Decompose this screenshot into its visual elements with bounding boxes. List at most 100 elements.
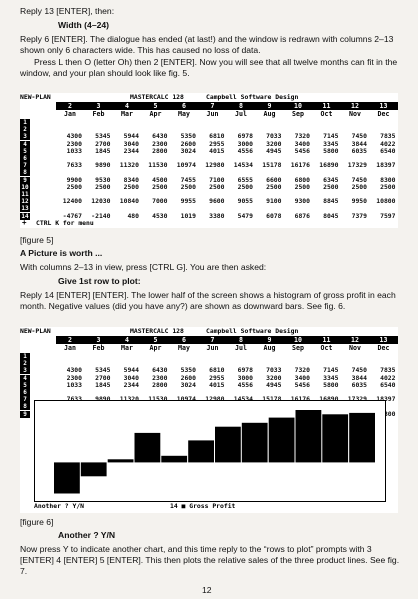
table-cell[interactable]: 3024 <box>180 380 196 389</box>
table-cell[interactable]: 7597 <box>380 211 396 220</box>
table-cell[interactable]: 11320 <box>119 161 139 170</box>
table-cell[interactable]: 6430 <box>152 132 168 141</box>
table-cell[interactable]: -2140 <box>91 211 111 220</box>
table-cell[interactable]: 10974 <box>168 396 196 403</box>
table-cell[interactable]: 4556 <box>237 380 253 389</box>
table-cell[interactable]: 7000 <box>152 197 168 206</box>
table-cell[interactable]: 2300 <box>66 373 82 382</box>
table-cell[interactable]: 18397 <box>376 161 396 170</box>
table-cell[interactable]: 5456 <box>294 380 310 389</box>
table-cell[interactable]: 7835 <box>380 132 396 141</box>
table-cell[interactable]: 15178 <box>262 161 282 170</box>
table-cell[interactable]: 4530 <box>152 211 168 220</box>
table-cell[interactable]: 480 <box>127 211 139 220</box>
table-cell[interactable]: 2500 <box>209 182 225 191</box>
table-cell[interactable]: 8300 <box>380 175 396 184</box>
table-cell[interactable]: 2955 <box>209 139 225 148</box>
table-cell[interactable]: 5800 <box>323 380 339 389</box>
table-cell[interactable]: 4945 <box>266 380 282 389</box>
table-cell[interactable]: 2700 <box>95 139 111 148</box>
table-cell[interactable]: 4500 <box>152 175 168 184</box>
table-cell[interactable]: 5350 <box>180 132 196 141</box>
table-cell[interactable]: 2500 <box>180 182 196 191</box>
table-cell[interactable]: 16176 <box>282 396 310 403</box>
table-cell[interactable]: 3200 <box>266 139 282 148</box>
table-cell[interactable]: 18397 <box>368 396 395 403</box>
table-cell[interactable]: 3024 <box>180 146 196 155</box>
table-cell[interactable]: 12980 <box>197 396 224 403</box>
table-cell[interactable]: 5345 <box>95 132 111 141</box>
table-cell[interactable]: 2344 <box>123 146 139 155</box>
table-cell[interactable]: 17329 <box>347 161 367 170</box>
table-cell[interactable]: 7100 <box>209 175 225 184</box>
table-cell[interactable]: 4015 <box>209 380 225 389</box>
table-cell[interactable]: 2500 <box>237 182 253 191</box>
table-cell[interactable]: 16890 <box>311 396 338 403</box>
table-cell[interactable]: 16890 <box>319 161 339 170</box>
table-cell[interactable]: 2300 <box>66 139 82 148</box>
table-cell[interactable]: 7450 <box>351 132 367 141</box>
table-cell[interactable]: 1033 <box>66 380 82 389</box>
table-cell[interactable]: 7450 <box>351 366 367 375</box>
table-cell[interactable]: 4556 <box>237 146 253 155</box>
table-cell[interactable]: 6800 <box>294 175 310 184</box>
table-cell[interactable]: 3040 <box>123 139 139 148</box>
table-cell[interactable]: 11530 <box>140 396 167 403</box>
table-cell[interactable]: 4015 <box>209 146 225 155</box>
table-cell[interactable]: 6600 <box>266 175 282 184</box>
table-cell[interactable]: 9890 <box>95 161 111 170</box>
table-cell[interactable]: 2500 <box>95 182 111 191</box>
table-cell[interactable]: 7145 <box>323 132 339 141</box>
table-cell[interactable]: 6978 <box>237 132 253 141</box>
table-cell[interactable]: 5350 <box>180 366 196 375</box>
table-cell[interactable]: 4945 <box>266 146 282 155</box>
table-cell[interactable]: 3000 <box>237 373 253 382</box>
table-cell[interactable]: 17329 <box>339 396 367 403</box>
table-cell[interactable]: 5479 <box>237 211 253 220</box>
table-cell[interactable]: 14534 <box>225 396 253 403</box>
table-cell[interactable]: 7633 <box>54 396 82 403</box>
table-cell[interactable]: 9950 <box>351 197 367 206</box>
table-cell[interactable]: 6810 <box>209 132 225 141</box>
table-cell[interactable]: 6810 <box>209 366 225 375</box>
table-cell[interactable]: 7633 <box>66 161 82 170</box>
table-cell[interactable]: 3345 <box>323 139 339 148</box>
table-cell[interactable]: 7320 <box>294 366 310 375</box>
table-cell[interactable]: 6540 <box>380 146 396 155</box>
table-cell[interactable]: 9300 <box>294 197 310 206</box>
table-cell[interactable]: 2500 <box>351 182 367 191</box>
table-cell[interactable]: 3844 <box>351 373 367 382</box>
table-cell[interactable]: 6078 <box>266 211 282 220</box>
table-cell[interactable]: 16176 <box>290 161 310 170</box>
table-cell[interactable]: 7145 <box>323 366 339 375</box>
table-cell[interactable]: 2955 <box>209 373 225 382</box>
table-cell[interactable]: 3844 <box>351 139 367 148</box>
table-cell[interactable]: 9530 <box>95 175 111 184</box>
table-cell[interactable]: 3345 <box>323 373 339 382</box>
table-cell[interactable]: 14534 <box>233 161 253 170</box>
table-cell[interactable]: 9890 <box>83 396 110 403</box>
table-cell[interactable]: 4300 <box>66 366 82 375</box>
table-cell[interactable]: 5800 <box>323 146 339 155</box>
table-cell[interactable]: 7379 <box>351 211 367 220</box>
table-cell[interactable]: 8045 <box>323 211 339 220</box>
table-cell[interactable]: 2600 <box>180 139 196 148</box>
table-cell[interactable]: -4767 <box>62 211 82 220</box>
table-cell[interactable]: 11320 <box>111 396 139 403</box>
table-cell[interactable]: 4022 <box>380 373 396 382</box>
table-cell[interactable]: 7033 <box>266 366 282 375</box>
table-cell[interactable]: 1033 <box>66 146 82 155</box>
table-cell[interactable]: 10800 <box>376 197 396 206</box>
table-cell[interactable]: 12030 <box>91 197 111 206</box>
table-cell[interactable]: 2300 <box>152 139 168 148</box>
table-cell[interactable]: 2800 <box>152 380 168 389</box>
table-cell[interactable]: 3000 <box>237 139 253 148</box>
table-cell[interactable]: 2500 <box>266 182 282 191</box>
table-cell[interactable]: 2500 <box>123 182 139 191</box>
table-cell[interactable]: 9100 <box>266 197 282 206</box>
table-cell[interactable]: 6430 <box>152 366 168 375</box>
table-cell[interactable]: 9900 <box>66 175 82 184</box>
table-cell[interactable]: 12980 <box>205 161 225 170</box>
table-cell[interactable]: 2344 <box>123 380 139 389</box>
table-cell[interactable]: 8845 <box>323 197 339 206</box>
